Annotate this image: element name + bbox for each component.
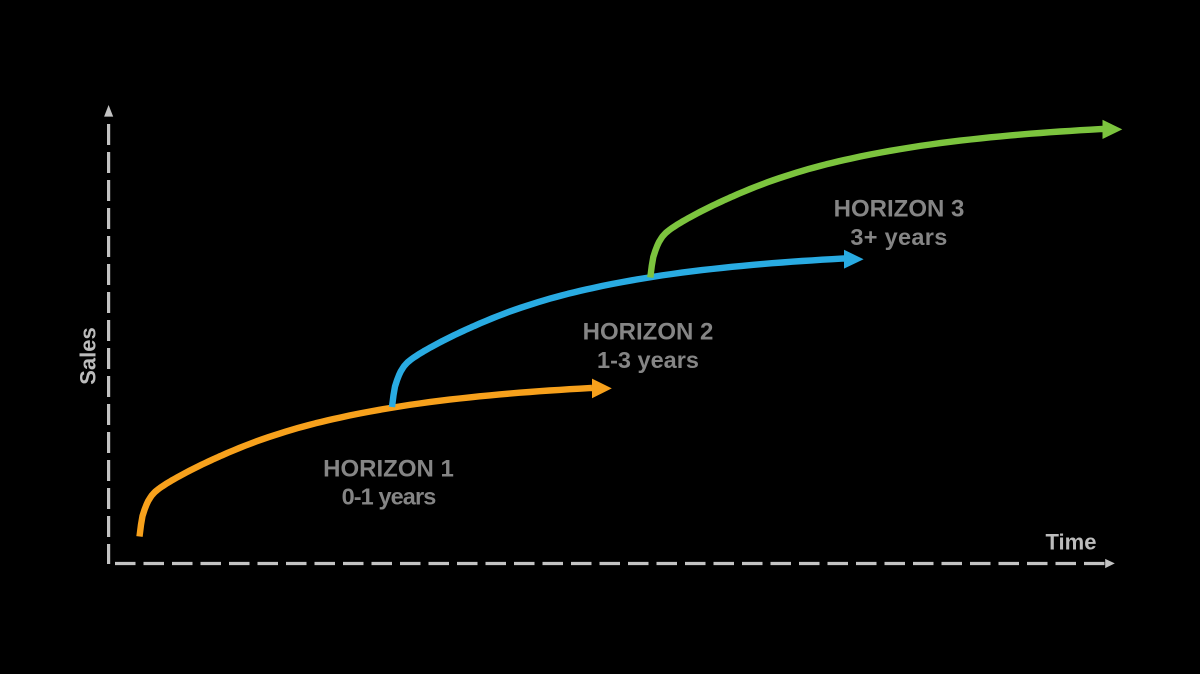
svg-text:1-3 years: 1-3 years <box>597 347 699 373</box>
svg-text:Time: Time <box>1046 529 1097 554</box>
svg-text:0-1 years: 0-1 years <box>342 484 437 510</box>
svg-text:3+ years: 3+ years <box>850 224 947 250</box>
svg-text:HORIZON 3: HORIZON 3 <box>834 196 965 223</box>
svg-text:HORIZON 1: HORIZON 1 <box>323 456 454 483</box>
svg-text:HORIZON 2: HORIZON 2 <box>583 319 714 346</box>
svg-text:Sales: Sales <box>76 327 101 385</box>
